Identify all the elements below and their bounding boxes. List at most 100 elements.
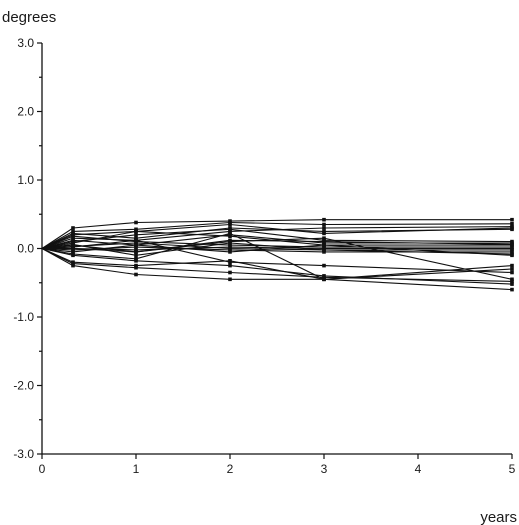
data-point <box>510 242 514 247</box>
data-point <box>134 250 138 254</box>
data-point <box>228 220 232 225</box>
y-tick-label: 0.0 <box>17 242 34 256</box>
data-point <box>228 270 232 275</box>
data-point <box>510 267 514 271</box>
data-point <box>134 227 138 232</box>
data-point <box>134 253 138 258</box>
data-point <box>322 236 326 240</box>
data-point <box>228 231 232 236</box>
y-tick-label: 1.0 <box>17 173 34 187</box>
data-point <box>510 246 514 251</box>
series-line <box>41 248 513 282</box>
data-point <box>71 234 75 238</box>
data-point <box>228 234 232 238</box>
data-point <box>322 263 326 268</box>
data-point <box>71 226 75 230</box>
data-point <box>510 250 514 254</box>
data-point <box>322 226 326 230</box>
series-lines <box>41 217 514 292</box>
data-point <box>322 277 326 282</box>
series-line <box>41 219 512 249</box>
data-point <box>134 265 138 270</box>
data-point <box>322 239 326 244</box>
data-point <box>322 248 326 252</box>
x-tick-label: 0 <box>39 462 46 476</box>
data-point <box>134 257 138 261</box>
x-tick-label: 4 <box>415 462 422 476</box>
data-point <box>510 222 514 226</box>
data-point <box>228 263 232 268</box>
data-point <box>510 227 514 232</box>
series-line <box>41 223 513 250</box>
x-tick-label: 5 <box>509 462 516 476</box>
series-line <box>41 227 513 249</box>
data-point <box>510 263 514 268</box>
data-point <box>228 227 232 232</box>
data-point <box>510 224 514 229</box>
x-tick-label: 3 <box>321 462 328 476</box>
data-point <box>134 259 138 263</box>
series-line <box>41 248 513 291</box>
data-point <box>71 231 75 236</box>
series-line <box>41 244 513 256</box>
data-point <box>510 217 514 222</box>
data-point <box>228 250 232 254</box>
data-point <box>510 277 514 282</box>
data-point <box>134 243 138 247</box>
y-tick-label: -1.0 <box>13 310 34 324</box>
series-line <box>41 242 513 256</box>
x-axis-title: years <box>480 509 517 525</box>
data-point <box>71 263 75 268</box>
data-point <box>510 279 514 284</box>
data-point <box>322 217 326 222</box>
data-point <box>71 236 75 240</box>
data-point <box>510 253 514 258</box>
series-line <box>41 228 513 250</box>
data-point <box>228 239 232 244</box>
data-point <box>134 241 138 245</box>
y-axis-ticks: -3.0 -2.0 -1.0 0.0 1.0 2.0 3.0 <box>13 36 42 461</box>
series-line <box>41 226 513 250</box>
data-point <box>71 238 75 243</box>
data-point <box>510 282 514 286</box>
series-line <box>42 237 513 280</box>
x-tick-label: 1 <box>133 462 140 476</box>
data-point <box>134 229 138 234</box>
data-point <box>510 270 514 275</box>
data-point <box>134 245 138 249</box>
data-point <box>228 222 232 227</box>
data-point <box>134 238 138 243</box>
y-tick-label: 2.0 <box>17 105 34 119</box>
data-point <box>228 245 232 249</box>
data-point <box>322 229 326 234</box>
data-point <box>322 222 326 227</box>
series-line <box>41 221 513 249</box>
data-point <box>134 236 138 240</box>
data-point <box>134 272 138 277</box>
data-point <box>228 243 232 247</box>
x-axis-ticks: 0 1 2 3 4 5 <box>39 454 516 476</box>
data-point <box>228 248 232 252</box>
y-axis-title: degrees <box>2 9 56 26</box>
y-tick-label: -2.0 <box>13 379 34 393</box>
series-line <box>41 234 512 250</box>
data-point <box>134 220 138 225</box>
data-point <box>71 261 75 266</box>
data-point <box>71 253 75 258</box>
data-point <box>134 233 138 237</box>
x-tick-label: 2 <box>227 462 234 476</box>
data-point <box>228 277 232 282</box>
data-point <box>510 287 514 292</box>
data-point <box>228 229 232 234</box>
data-point <box>322 231 326 236</box>
data-point <box>71 250 75 254</box>
data-point <box>322 243 326 247</box>
data-point <box>71 242 75 247</box>
y-tick-label: 3.0 <box>17 36 34 50</box>
data-point <box>134 263 138 268</box>
data-point <box>71 229 75 234</box>
data-point <box>228 259 232 263</box>
data-point <box>322 250 326 254</box>
data-point <box>322 274 326 278</box>
